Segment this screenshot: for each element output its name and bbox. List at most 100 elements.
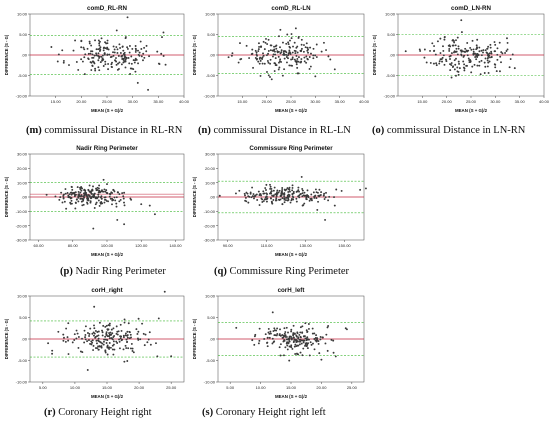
data-point-s-197 — [288, 339, 291, 341]
data-point-q-93 — [243, 192, 246, 195]
data-point-m-89 — [142, 52, 145, 55]
data-point-o-24 — [484, 57, 487, 60]
data-point-m-195 — [127, 57, 130, 59]
data-point-o-74 — [478, 50, 481, 53]
data-point-n-1 — [287, 57, 289, 60]
data-point-o-201 — [504, 52, 507, 54]
data-point-p-109 — [83, 194, 86, 197]
data-point-s-182 — [298, 338, 301, 341]
data-point-q-208 — [307, 196, 310, 199]
data-point-p-147 — [87, 199, 90, 202]
data-point-s-154 — [251, 339, 254, 342]
data-point-o-151 — [463, 67, 466, 70]
data-point-r-148 — [102, 340, 105, 343]
data-point-r-159 — [107, 324, 110, 327]
x-tick-label-m-0: 15.00 — [51, 99, 62, 104]
x-tick-label-p-0: 60.00 — [34, 243, 45, 248]
data-point-r-131 — [101, 329, 103, 332]
data-point-m-23 — [80, 58, 83, 61]
y-tick-label-n-1: 5.00 — [207, 32, 216, 37]
data-point-o-6 — [443, 35, 446, 38]
data-point-q-110 — [303, 202, 306, 205]
data-point-r-194 — [115, 340, 118, 343]
data-point-r-188 — [119, 335, 122, 338]
data-point-s-190 — [306, 343, 309, 346]
data-point-m-119 — [88, 40, 91, 43]
data-point-n-165 — [292, 45, 294, 48]
data-point-n-161 — [262, 52, 264, 55]
data-point-s-24 — [325, 333, 328, 336]
data-point-o-153 — [457, 60, 460, 63]
data-point-m-196 — [95, 54, 98, 57]
data-point-m-96 — [99, 40, 101, 43]
data-point-m-120 — [89, 52, 92, 55]
data-point-r-164 — [122, 348, 125, 351]
data-point-p-165 — [68, 193, 71, 196]
data-point-o-67 — [471, 39, 474, 42]
data-point-o-39 — [476, 38, 479, 41]
data-point-o-130 — [498, 41, 501, 44]
data-point-q-70 — [288, 188, 291, 191]
data-point-r-134 — [149, 343, 152, 346]
data-point-o-13 — [455, 47, 458, 50]
data-point-m-178 — [97, 48, 100, 51]
data-point-m-81 — [97, 59, 100, 62]
data-point-n-14 — [261, 62, 264, 65]
data-point-s-13 — [288, 340, 291, 343]
data-point-r-186 — [92, 344, 95, 347]
y-tick-label-q-6: -30.00 — [204, 238, 216, 243]
data-point-q-199 — [285, 188, 288, 191]
data-point-s-131 — [275, 329, 278, 332]
data-point-o-119 — [458, 67, 461, 70]
data-point-p-142 — [97, 193, 100, 196]
data-point-m-19 — [95, 52, 98, 55]
data-point-p-199 — [83, 189, 86, 192]
data-point-n-45 — [315, 43, 318, 46]
data-point-s-114 — [297, 336, 300, 339]
data-point-q-190 — [306, 194, 309, 197]
caption-s: (s) Coronary Height right left — [202, 407, 326, 418]
data-point-n-54 — [305, 61, 308, 64]
data-point-o-126 — [457, 70, 460, 73]
data-point-r-26 — [90, 340, 93, 343]
data-point-p-59 — [113, 196, 116, 199]
data-point-o-131 — [486, 47, 489, 50]
data-point-s-194 — [274, 334, 277, 337]
data-point-s-188 — [287, 331, 289, 334]
data-point-n-26 — [269, 62, 272, 65]
data-point-o-89 — [474, 52, 476, 55]
data-point-q-89 — [295, 200, 298, 203]
data-point-o-73 — [484, 49, 487, 52]
data-point-q-84 — [292, 190, 295, 193]
data-point-s-192 — [288, 345, 291, 348]
data-point-p-146 — [101, 189, 103, 192]
data-point-m-51 — [115, 29, 118, 32]
data-point-r-183 — [122, 336, 125, 339]
data-point-o-180 — [487, 61, 490, 64]
data-point-r-165 — [66, 336, 69, 339]
data-point-o-149 — [452, 40, 455, 42]
data-point-n-58 — [310, 52, 312, 55]
data-point-r-60 — [119, 323, 122, 326]
data-point-r-37 — [65, 327, 68, 330]
data-point-m-179 — [137, 62, 140, 65]
y-axis-label-p: DIFFERENCE (S - G) — [4, 176, 9, 217]
data-point-q-147 — [251, 186, 254, 189]
data-point-o-46 — [469, 46, 472, 49]
data-point-q-117 — [306, 189, 309, 192]
data-point-p-52 — [122, 197, 125, 200]
data-point-p-24 — [118, 193, 121, 196]
data-point-n-119 — [303, 56, 306, 59]
caption-text-o: commissural Distance in LN-RN — [384, 125, 526, 136]
data-point-r-184 — [123, 360, 126, 363]
data-point-p-156 — [88, 190, 91, 193]
y-tick-label-q-4: -10.00 — [204, 209, 216, 214]
data-point-s-95 — [292, 336, 295, 339]
data-point-s-76 — [300, 342, 303, 345]
data-point-p-58 — [114, 199, 117, 202]
data-point-p-206 — [100, 197, 103, 200]
data-point-r-16 — [129, 333, 132, 336]
data-point-n-202 — [333, 68, 336, 71]
data-point-o-82 — [449, 69, 452, 72]
data-point-m-75 — [124, 36, 127, 39]
